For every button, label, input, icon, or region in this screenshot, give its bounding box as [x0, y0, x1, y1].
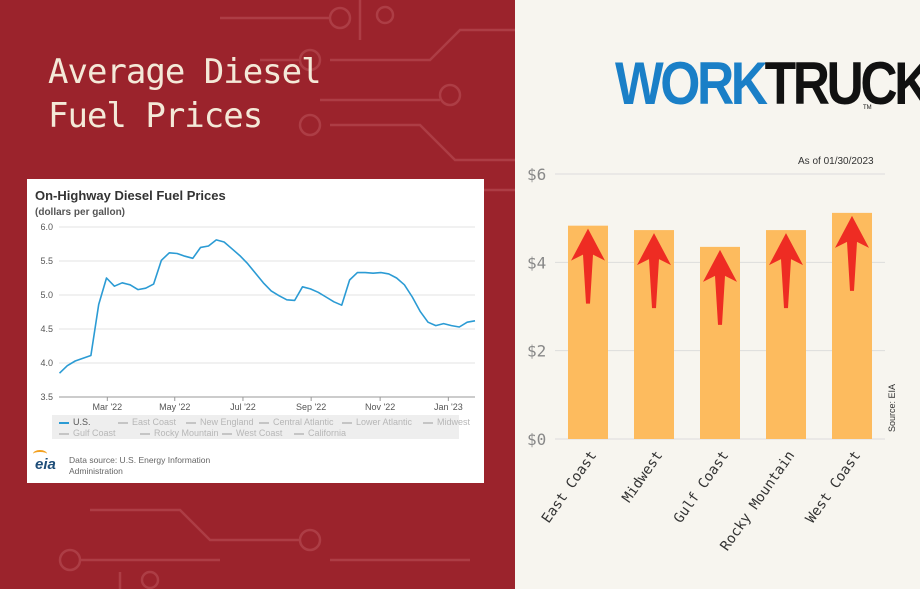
- y-tick-label: 3.5: [40, 392, 53, 402]
- legend-item[interactable]: East Coast: [118, 417, 176, 427]
- y-tick-label: 4.0: [40, 358, 53, 368]
- legend-label: East Coast: [132, 417, 177, 427]
- eia-data-source: Data source: U.S. Energy Information Adm…: [69, 455, 211, 476]
- x-tick-label: East Coast: [539, 448, 600, 526]
- series-line-us: [58, 239, 476, 374]
- legend-label: U.S.: [73, 417, 91, 427]
- legend-item[interactable]: Central Atlantic: [259, 417, 334, 427]
- y-tick-label: 5.5: [40, 256, 53, 266]
- logo-part-work: WORK: [615, 50, 768, 117]
- legend-swatch: [423, 421, 433, 424]
- eia-chart-title: On-Highway Diesel Fuel Prices: [35, 188, 226, 203]
- y-tick-label: $2: [527, 342, 546, 361]
- line-chart: 6.0 5.5 5.0 4.5 4.0 3.5 Mar '22 May '22 Jul '22 S…: [40, 222, 476, 412]
- legend-swatch: [222, 432, 232, 435]
- legend-label: Lower Atlantic: [356, 417, 413, 427]
- legend-label: West Coast: [236, 428, 283, 438]
- up-arrow-icon: [769, 233, 803, 309]
- bar-chart-source: Source: EIA: [887, 383, 897, 432]
- x-tick-label: Jul '22: [230, 402, 256, 412]
- as-of-date: As of 01/30/2023: [798, 156, 874, 167]
- legend-item[interactable]: West Coast: [222, 428, 282, 438]
- worktruck-logo: WORKTRUCK: [615, 52, 920, 116]
- x-tick-label: Mar '22: [92, 402, 122, 412]
- up-arrow-icon: [703, 249, 737, 325]
- title-line-1: Average Diesel: [48, 52, 322, 92]
- left-panel: Average Diesel Fuel Prices On-Highway Di…: [0, 0, 515, 589]
- legend-swatch: [59, 421, 69, 424]
- legend-item[interactable]: New England: [186, 417, 254, 427]
- page-title: Average Diesel Fuel Prices: [48, 50, 322, 138]
- eia-chart-subtitle: (dollars per gallon): [35, 207, 126, 218]
- x-tick-label: Nov '22: [365, 402, 395, 412]
- title-line-2: Fuel Prices: [48, 96, 263, 136]
- up-arrow-icon: [571, 228, 605, 304]
- line-chart-legend: U.S. East Coast New England Central Atlanti…: [52, 415, 470, 439]
- legend-label: New England: [200, 417, 254, 427]
- x-tick-label: May '22: [159, 402, 190, 412]
- legend-swatch: [342, 421, 352, 424]
- legend-item[interactable]: U.S.: [59, 417, 91, 427]
- eia-chart-card: On-Highway Diesel Fuel Prices (dollars p…: [27, 179, 484, 483]
- legend-label: Rocky Mountain: [154, 428, 219, 438]
- x-tick-label: Sep '22: [296, 402, 326, 412]
- y-tick-label: $6: [527, 165, 546, 184]
- y-tick-label: $0: [527, 430, 546, 449]
- y-tick-label: 5.0: [40, 290, 53, 300]
- right-panel: WORKTRUCK TM As of 01/30/2023 $6 $4 $2 $0 Ea…: [515, 0, 920, 589]
- legend-swatch: [259, 421, 269, 424]
- x-tick-label: West Coast: [803, 448, 864, 526]
- logo-part-truck: TRUCK: [764, 50, 920, 117]
- x-tick-label: Midwest: [619, 448, 666, 506]
- trademark-mark: TM: [863, 105, 872, 111]
- x-tick-label: Gulf Coast: [671, 448, 732, 526]
- legend-label: Gulf Coast: [73, 428, 116, 438]
- y-tick-label: $4: [527, 253, 546, 272]
- legend-swatch: [186, 421, 196, 424]
- y-tick-label: 4.5: [40, 324, 53, 334]
- legend-item[interactable]: Midwest: [423, 417, 470, 427]
- up-arrow-icon: [835, 215, 869, 291]
- legend-item[interactable]: Gulf Coast: [59, 428, 116, 438]
- legend-swatch: [59, 432, 69, 435]
- y-tick-label: 6.0: [40, 222, 53, 232]
- legend-label: California: [308, 428, 347, 438]
- legend-label: Central Atlantic: [273, 417, 334, 427]
- legend-item[interactable]: Lower Atlantic: [342, 417, 412, 427]
- eia-logo: eia: [33, 450, 56, 473]
- legend-item[interactable]: California: [294, 428, 346, 438]
- legend-item[interactable]: Rocky Mountain: [140, 428, 219, 438]
- legend-swatch: [294, 432, 304, 435]
- up-arrow-icon: [637, 233, 671, 309]
- legend-label: Midwest: [437, 417, 471, 427]
- legend-swatch: [118, 421, 128, 424]
- legend-swatch: [140, 432, 150, 435]
- x-tick-label: Jan '23: [434, 402, 463, 412]
- x-tick-label: Rocky Mountain: [717, 448, 798, 554]
